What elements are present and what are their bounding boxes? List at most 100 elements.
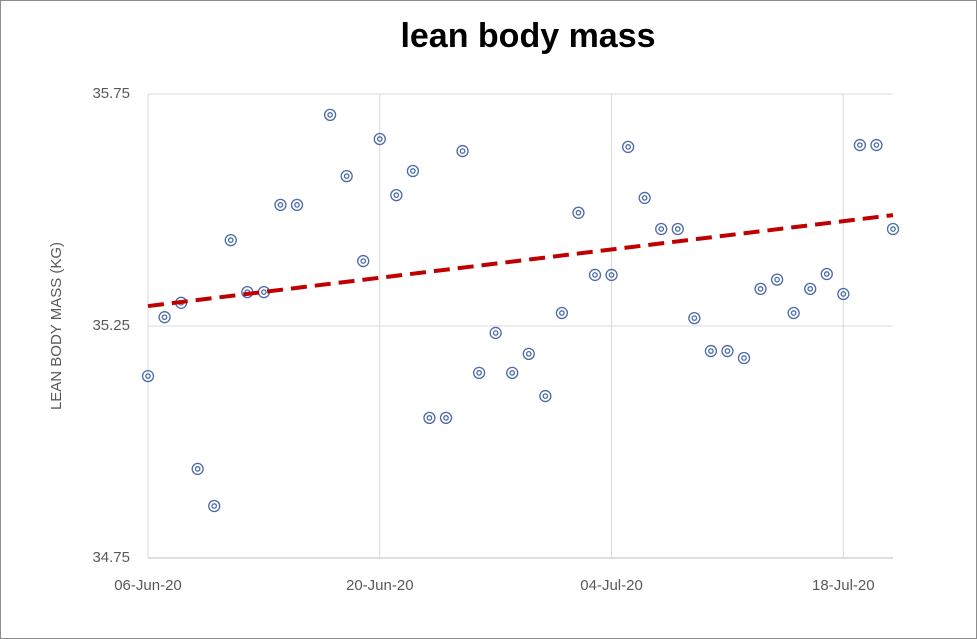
point	[191, 462, 204, 476]
x-tick-label: 18-Jul-20	[812, 577, 875, 594]
point	[539, 389, 552, 403]
point	[489, 326, 502, 340]
marker-ring	[539, 389, 552, 403]
marker-ring	[489, 326, 502, 340]
point	[870, 138, 883, 152]
marker-ring	[141, 369, 155, 383]
marker-ring	[323, 108, 337, 122]
marker-ring	[525, 350, 532, 357]
marker-ring	[472, 366, 486, 380]
marker-ring	[506, 366, 519, 380]
marker-ring	[655, 222, 668, 236]
marker-ring	[625, 144, 631, 150]
point	[340, 169, 353, 183]
marker-ring	[754, 282, 767, 296]
marker-ring	[592, 272, 598, 278]
marker-ring	[837, 287, 850, 301]
point	[754, 282, 767, 296]
marker-ring	[459, 148, 466, 154]
marker-ring	[555, 306, 569, 320]
marker-ring	[857, 142, 863, 148]
marker-ring	[439, 411, 453, 425]
marker-ring	[721, 344, 734, 358]
marker-ring	[804, 282, 817, 296]
point	[274, 198, 287, 212]
marker-ring	[191, 462, 204, 476]
trendline	[147, 213, 894, 309]
marker-ring	[737, 351, 751, 365]
marker-ring	[211, 503, 218, 509]
marker-ring	[423, 411, 436, 425]
marker-ring	[208, 499, 221, 513]
marker-ring	[757, 286, 764, 292]
marker-ring	[492, 330, 499, 336]
marker-ring	[704, 344, 718, 358]
marker-ring	[542, 393, 549, 399]
marker-ring	[671, 222, 684, 236]
y-tick-label: 34.75	[92, 549, 130, 566]
point	[390, 189, 403, 202]
marker-ring	[820, 267, 833, 281]
marker-ring	[145, 373, 151, 379]
marker-ring	[376, 136, 383, 142]
point	[605, 268, 618, 282]
point	[638, 191, 651, 205]
marker-ring	[294, 202, 300, 208]
point	[688, 311, 701, 325]
x-tick-label: 20-Jun-20	[346, 577, 414, 594]
marker-ring	[708, 348, 714, 354]
point	[158, 311, 171, 324]
marker-ring	[390, 189, 403, 202]
marker-ring	[853, 138, 867, 152]
marker-ring	[688, 311, 701, 325]
marker-ring	[261, 289, 267, 295]
marker-ring	[621, 140, 635, 154]
marker-ring	[674, 226, 681, 232]
marker-ring	[340, 169, 353, 183]
marker-ring	[224, 234, 237, 247]
marker-ring	[373, 132, 386, 146]
point	[456, 144, 469, 158]
point	[787, 306, 800, 320]
marker-ring	[823, 271, 830, 277]
marker-ring	[787, 306, 800, 320]
marker-ring	[476, 370, 482, 376]
marker-ring	[360, 258, 367, 264]
point	[406, 164, 420, 178]
point	[373, 132, 386, 146]
marker-ring	[870, 138, 883, 152]
point	[506, 366, 519, 380]
point	[224, 234, 237, 247]
marker-ring	[393, 192, 400, 199]
marker-ring	[724, 348, 731, 354]
marker-ring	[406, 164, 420, 178]
marker-ring	[410, 168, 416, 174]
point	[655, 222, 668, 236]
point	[472, 366, 486, 380]
marker-ring	[559, 310, 565, 316]
point	[208, 499, 221, 513]
point	[588, 268, 602, 282]
marker-ring	[274, 198, 287, 212]
point	[357, 254, 370, 268]
marker-ring	[426, 415, 433, 421]
point	[837, 287, 850, 301]
point	[621, 140, 635, 154]
marker-ring	[277, 202, 284, 208]
marker-ring	[873, 142, 880, 148]
point	[804, 282, 817, 296]
marker-ring	[522, 347, 535, 360]
marker-ring	[774, 276, 780, 283]
marker-ring	[194, 466, 201, 472]
marker-ring	[608, 272, 615, 278]
marker-ring	[807, 286, 814, 292]
marker-ring	[890, 226, 896, 232]
marker-ring	[575, 209, 582, 216]
marker-ring	[658, 226, 665, 232]
marker-ring	[741, 355, 747, 361]
chart-title: lean body mass	[400, 17, 655, 55]
marker-ring	[357, 254, 370, 268]
point	[770, 273, 784, 286]
marker-ring	[327, 112, 333, 118]
point	[671, 222, 684, 236]
